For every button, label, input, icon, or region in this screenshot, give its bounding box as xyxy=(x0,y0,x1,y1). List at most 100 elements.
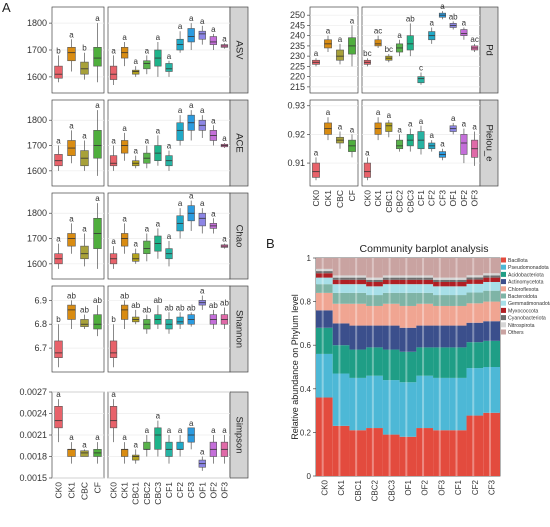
y-tick-label: 6.9 xyxy=(34,295,47,305)
bar-segment-bacteroidota xyxy=(483,290,500,302)
box-OF2 xyxy=(460,134,468,155)
bar-segment-bacteroidota xyxy=(466,292,484,304)
significance-letter: ab xyxy=(142,306,151,315)
bar-segment-bacillota xyxy=(366,428,383,476)
bar-segment-actinomycetota xyxy=(382,325,400,350)
x-tick-label: CK0 xyxy=(362,190,372,207)
panel-label-a: A xyxy=(2,0,11,15)
bar-segment-actinomycetota xyxy=(416,325,434,348)
y-tick-label: 0.93 xyxy=(287,101,305,111)
significance-letter: a xyxy=(419,117,424,126)
bar-segment-actinomycetota xyxy=(399,327,417,352)
x-tick-label: CK1 xyxy=(120,482,130,499)
bar-segment-bacteroidota xyxy=(316,284,333,293)
bar-segment-pseudomonadota xyxy=(366,375,383,429)
bar-segment-bacteroidota xyxy=(382,292,400,304)
significance-letter: a xyxy=(350,16,355,25)
significance-letter: b xyxy=(82,44,87,53)
bar-segment-others xyxy=(366,258,383,278)
bar-segment-chloroflexota xyxy=(382,303,400,326)
box-CK1 xyxy=(67,449,76,457)
box-OF2 xyxy=(460,29,468,36)
significance-letter: a xyxy=(167,142,172,151)
x-tick-label: CBC3 xyxy=(153,482,163,505)
x-tick-label: CF3 xyxy=(488,479,497,495)
legend-swatch xyxy=(501,279,506,285)
bar-segment-bacillota xyxy=(349,430,367,476)
bar-segment-bacteroidota xyxy=(399,292,417,306)
box-CF xyxy=(93,314,102,330)
bar-segment-pseudomonadota xyxy=(399,382,417,437)
bar-segment-bacteroidota xyxy=(433,295,450,306)
significance-letter: ab xyxy=(153,296,162,305)
bar-segment-gemmatimonadota xyxy=(316,277,333,285)
y-tick-label: 1800 xyxy=(27,115,47,125)
bar-segment-acidobacteriota xyxy=(449,347,467,378)
significance-letter: ab xyxy=(93,296,102,305)
significance-letter: a xyxy=(56,137,61,146)
bar-segment-others xyxy=(382,258,400,276)
legend-swatch xyxy=(501,264,506,270)
significance-letter: a xyxy=(189,14,194,23)
panel-Simpson: Simpson 0.0015 0.0018 0.0021 0.0024 0.0027 a CK… xyxy=(19,387,249,505)
box-CBC xyxy=(80,245,89,260)
bar-separator xyxy=(371,258,374,476)
x-tick-label: CK0 xyxy=(320,479,329,495)
significance-letter: b xyxy=(111,315,116,324)
significance-letter: a xyxy=(69,121,74,130)
significance-letter: a xyxy=(167,52,172,61)
bar-segment-others xyxy=(483,258,500,274)
significance-letter: a xyxy=(95,14,100,23)
x-tick-label: CF3 xyxy=(186,482,196,498)
significance-letter: a xyxy=(397,31,402,40)
bar-segment-pseudomonadota xyxy=(416,375,434,429)
bar-segment-myxococcota xyxy=(433,281,450,287)
bar-segment-bacillota xyxy=(466,415,484,476)
significance-letter: a xyxy=(326,27,331,36)
y-tick-label: 0.0015 xyxy=(19,473,47,483)
bar-segment-bacteroidota xyxy=(416,292,434,304)
y-tick-label: 230 xyxy=(290,51,305,61)
x-tick-label: CF1 xyxy=(164,482,174,498)
x-tick-label: CF xyxy=(347,190,357,201)
panel-Pielou_e: Pielou_e 0.91 0.92 0.93 a CK0 a CK1 a CBC a CF a CK0 a… xyxy=(287,99,499,213)
significance-letter: a xyxy=(145,46,150,55)
x-tick-label: OF1 xyxy=(197,482,207,499)
y-tick-label: 225 xyxy=(290,61,305,71)
bar-segment-bacillota xyxy=(316,397,333,476)
x-tick-label: CF2 xyxy=(427,190,437,206)
bar-separator xyxy=(355,258,358,476)
bar-segment-gemmatimonadota xyxy=(399,284,417,293)
bar-segment-actinomycetota xyxy=(349,325,367,350)
box-CBC xyxy=(80,450,89,457)
bar-segment-nitrospirota xyxy=(466,275,484,278)
legend-label: Nitrospirota xyxy=(508,323,535,329)
significance-letter: c xyxy=(419,64,423,73)
bar-segment-nitrospirota xyxy=(332,275,350,278)
bar-segment-bacillota xyxy=(483,412,500,476)
box-CBC1 xyxy=(385,122,393,132)
significance-letter: a xyxy=(134,440,139,449)
significance-letter: a xyxy=(451,114,456,123)
x-tick-label: CK1 xyxy=(67,482,77,499)
x-tick-label: CK0 xyxy=(109,482,119,499)
bar-segment-pseudomonadota xyxy=(433,377,450,431)
bar-segment-myxococcota xyxy=(466,279,484,284)
x-tick-label: CK1 xyxy=(323,190,333,207)
significance-letter: a xyxy=(314,49,319,58)
bar-segment-gemmatimonadota xyxy=(483,281,500,291)
legend-label: Pseudomonadota xyxy=(508,265,549,271)
bar-segment-acidobacteriota xyxy=(382,349,400,381)
significance-letter: ab xyxy=(449,12,458,21)
significance-letter: a xyxy=(111,390,116,399)
facet-strip xyxy=(229,285,249,373)
x-tick-label: CK1 xyxy=(373,190,383,207)
x-tick-label: CBC1 xyxy=(354,479,363,501)
bar-segment-bacteroidota xyxy=(332,292,350,304)
significance-letter: a xyxy=(167,232,172,241)
y-tick-label: 0.0018 xyxy=(19,452,47,462)
panel-label-b: B xyxy=(266,236,275,251)
significance-letter: a xyxy=(122,433,127,442)
